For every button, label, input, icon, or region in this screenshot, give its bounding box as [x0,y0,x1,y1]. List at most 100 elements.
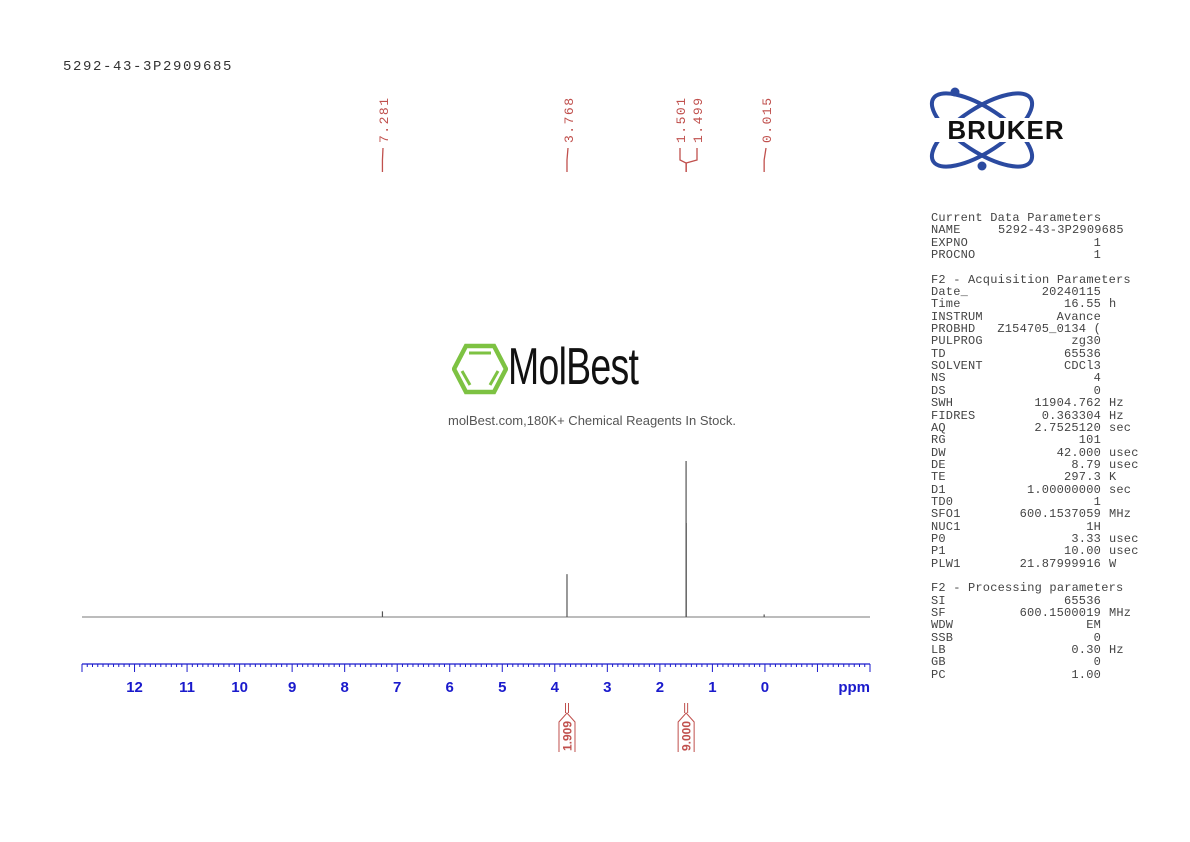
parameter-value: 1 [1093,494,1101,509]
parameter-name: Time [931,297,961,312]
parameter-unit: Hz [1109,643,1124,658]
parameter-value: 1H [1086,519,1101,534]
parameter-name: TD [931,346,946,361]
parameter-name: SI [931,593,946,608]
parameter-value: 600.1500019 [1019,606,1101,620]
parameter-name: SFO1 [931,507,961,522]
peak-label-leader [679,148,687,172]
parameter-value: 42.000 [1056,445,1101,460]
parameter-name: EXPNO [931,235,969,250]
parameter-name: FIDRES [931,408,976,423]
parameter-unit: sec [1109,420,1132,435]
parameter-value: 0 [1093,383,1101,398]
parameter-unit: usec [1109,531,1139,546]
parameter-name: RG [931,433,946,448]
parameter-name: PC [931,667,946,682]
parameter-value: 1.00 [1071,667,1101,682]
parameter-value: 600.1537059 [1019,507,1101,522]
parameter-name: NS [931,371,946,386]
section-title: F2 - Acquisition Parameters [931,272,1131,287]
parameter-value: 1.00000000 [1026,482,1101,497]
bruker-logo: BRUKER [922,84,1094,181]
x-tick-label: 6 [446,679,454,696]
x-tick-label: 11 [179,679,195,696]
parameter-value: 20240115 [1041,285,1101,300]
parameter-value: 16.55 [1063,297,1101,312]
parameter-value: 2.7525120 [1034,420,1101,435]
parameter-name: SSB [931,630,954,645]
parameter-unit: MHz [1109,606,1132,620]
parameter-value: 8.79 [1071,457,1101,472]
x-tick-label: 8 [340,679,348,696]
parameter-value: 1 [1093,235,1101,250]
parameter-value: EM [1086,618,1101,633]
integral-bracket [558,712,576,752]
parameter-name: LB [931,643,946,658]
integral-value: 1.909 [560,721,574,751]
parameter-value: 101 [1078,433,1101,448]
parameter-unit: sec [1109,482,1132,497]
parameter-name: WDW [931,618,954,633]
parameter-unit: usec [1109,544,1139,559]
parameter-value: 5292-43-3P2909685 [998,223,1124,238]
parameter-value: 4 [1093,371,1101,386]
parameter-name: P0 [931,531,946,546]
parameter-name: INSTRUM [931,309,983,324]
peak-label-leader [566,147,569,172]
parameter-name: SOLVENT [931,359,983,374]
x-tick-label: 0 [761,679,769,696]
parameter-value: 1 [1093,248,1101,263]
parameter-value: 0 [1093,655,1101,670]
parameter-value: 65536 [1063,346,1101,361]
x-tick-label: 12 [126,679,143,696]
x-tick-label: 4 [551,679,560,696]
x-tick-label: 3 [603,679,611,696]
x-tick-label: 1 [708,679,716,696]
parameter-name: DE [931,457,946,472]
parameter-value: CDCl3 [1063,359,1101,374]
bruker-logo-text: BRUKER [947,115,1064,145]
parameter-unit: K [1109,470,1117,485]
x-tick-label: 5 [498,679,506,696]
parameter-value: Avance [1056,309,1101,324]
parameter-value: 10.00 [1063,544,1101,559]
parameter-name: DS [931,383,946,398]
parameter-value: 297.3 [1063,470,1101,485]
parameter-value: 21.87999916 [1019,556,1101,571]
parameter-unit: usec [1109,445,1139,460]
parameter-value: zg30 [1071,334,1101,349]
parameter-unit: Hz [1109,396,1124,411]
peak-label: 7.281 [377,96,392,143]
parameter-name: D1 [931,482,946,497]
molbest-tagline: molBest.com,180K+ Chemical Reagents In S… [448,413,736,428]
molbest-brand: MolBest [508,338,639,396]
peak-label-leader [763,147,767,172]
parameter-name: NUC1 [931,519,961,534]
parameter-value: 0.363304 [1041,408,1101,423]
sample-title: 5292-43-3P2909685 [63,59,234,75]
parameter-unit: W [1109,556,1117,571]
integral-bracket [677,712,695,752]
peak-label: 1.499 [691,96,706,143]
parameter-value: 3.33 [1071,531,1101,546]
parameter-name: GB [931,655,946,670]
integral-value: 9.000 [680,721,694,751]
section-title: F2 - Processing parameters [931,581,1124,596]
parameter-unit: usec [1109,457,1139,472]
x-axis-label: ppm [838,679,870,696]
parameter-value: Z154705_0134 ( [997,322,1101,337]
parameter-name: TD0 [931,494,954,509]
parameter-name: SF [931,606,946,620]
parameter-name: PROBHD [931,322,976,337]
parameter-name: SWH [931,396,954,411]
parameter-name: TE [931,470,946,485]
peak-label: 3.768 [562,96,577,143]
x-tick-label: 10 [231,679,248,696]
x-tick-label: 9 [288,679,296,696]
molbest-hexagon-logo-icon [451,343,509,400]
x-tick-label: 2 [656,679,664,696]
peak-label: 0.015 [760,96,775,143]
parameter-name: P1 [931,544,946,559]
parameter-unit: Hz [1109,408,1124,423]
